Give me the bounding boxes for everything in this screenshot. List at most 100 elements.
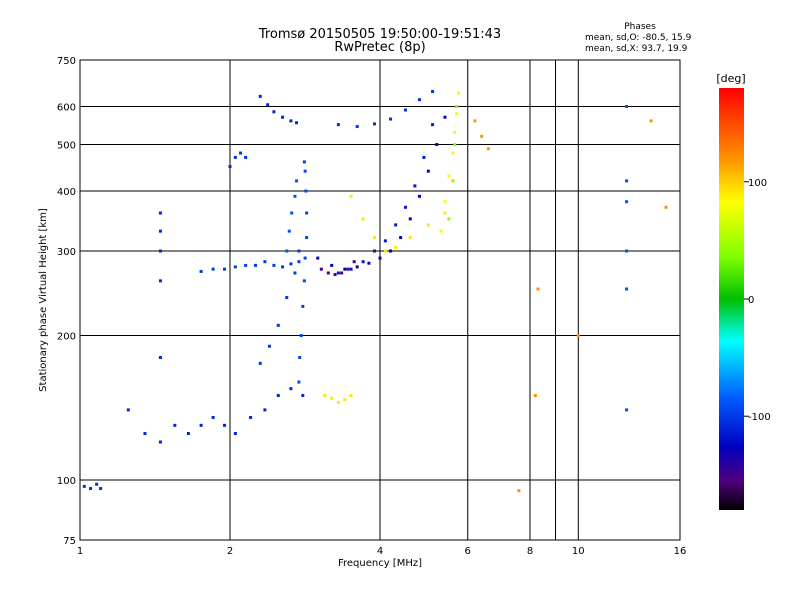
data-point [426, 169, 430, 173]
data-point [272, 110, 276, 114]
data-point [346, 267, 350, 271]
data-point [249, 415, 253, 419]
data-point [389, 117, 393, 121]
data-point [576, 334, 580, 338]
data-point [453, 130, 457, 134]
data-point [295, 179, 299, 183]
data-point [426, 223, 430, 227]
y-tick-label: 750 [57, 56, 76, 67]
data-point [223, 423, 227, 427]
colorbar-ticks: 100 0 -100 [744, 178, 771, 423]
data-point [272, 263, 276, 267]
data-point [367, 261, 371, 265]
data-point [266, 103, 270, 107]
data-point [267, 344, 271, 348]
data-points [82, 89, 668, 493]
data-point [533, 394, 537, 398]
x-tick-label: 16 [674, 546, 687, 557]
data-point [343, 267, 347, 271]
data-point [223, 267, 227, 271]
data-point [361, 217, 365, 221]
data-point [333, 273, 337, 277]
data-point [422, 155, 426, 159]
data-point [303, 256, 307, 260]
colorbar-tick-label: 100 [748, 178, 767, 189]
data-point [287, 229, 291, 233]
data-point [451, 179, 455, 183]
data-point [340, 271, 344, 275]
data-point [158, 355, 162, 359]
data-point [303, 169, 307, 173]
data-point [439, 229, 443, 233]
y-tick-label: 600 [57, 103, 76, 114]
data-point [244, 155, 248, 159]
data-point [447, 217, 451, 221]
plot-frame [79, 59, 681, 541]
data-point [293, 271, 297, 275]
data-point [417, 194, 421, 198]
data-point [233, 432, 237, 436]
x-tick-label: 4 [377, 546, 383, 557]
data-point [281, 265, 285, 269]
data-point [244, 263, 248, 267]
data-point [399, 236, 403, 240]
data-point [352, 260, 356, 264]
data-point [480, 134, 484, 138]
data-point [299, 334, 303, 338]
data-point [355, 265, 359, 269]
data-point [289, 387, 293, 391]
data-point [517, 489, 521, 493]
data-point [451, 151, 455, 155]
data-point [298, 355, 302, 359]
data-point [403, 108, 407, 112]
data-point [473, 119, 477, 123]
data-point [378, 256, 382, 260]
data-point [126, 408, 130, 412]
data-point [319, 267, 323, 271]
data-point [443, 211, 447, 215]
data-point [316, 256, 320, 260]
phase-info-o: mean, sd,O: -80.5, 15.9 [585, 33, 692, 43]
data-point [625, 408, 629, 412]
data-point [431, 123, 435, 127]
colorbar-tick-label: 0 [748, 295, 754, 306]
data-point [82, 484, 86, 488]
x-tick-label: 8 [527, 546, 533, 557]
data-point [664, 205, 668, 209]
data-point [625, 287, 629, 291]
data-point [143, 432, 147, 436]
data-point [258, 361, 262, 365]
data-point [304, 189, 308, 193]
data-point [211, 415, 215, 419]
data-point [443, 115, 447, 119]
data-point [253, 263, 257, 267]
data-point [293, 194, 297, 198]
y-tick-label: 75 [63, 536, 76, 547]
data-point [336, 401, 340, 405]
data-point [290, 211, 294, 215]
y-tick-label: 300 [57, 247, 76, 258]
data-point [625, 200, 629, 204]
data-point [89, 487, 93, 491]
data-point [297, 380, 301, 384]
x-tick-label: 10 [572, 546, 585, 557]
data-point [305, 211, 309, 215]
data-point [99, 487, 103, 491]
data-point [276, 323, 280, 327]
data-point [336, 271, 340, 275]
data-point [455, 112, 459, 116]
data-point [158, 211, 162, 215]
data-point [263, 260, 267, 264]
data-point [302, 279, 306, 283]
data-point [453, 143, 457, 147]
data-point [373, 249, 377, 253]
data-point [323, 394, 327, 398]
data-point [95, 482, 99, 486]
data-point [263, 408, 267, 412]
data-point [336, 123, 340, 127]
colorbar [719, 88, 744, 510]
x-tick-label: 2 [227, 546, 233, 557]
data-point [625, 249, 629, 253]
x-tick-label: 6 [465, 546, 471, 557]
data-point [408, 217, 412, 221]
